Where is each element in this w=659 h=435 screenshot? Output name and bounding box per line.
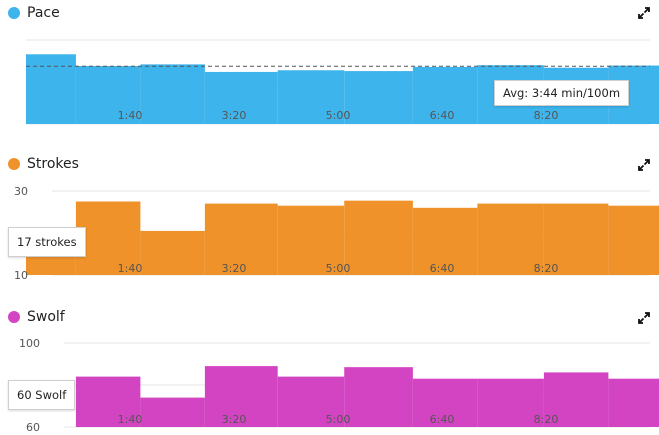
swolf-x-tick-label: 8:20 [534,413,559,426]
strokes-legend-dot [8,158,20,170]
swolf-bar-1 [75,376,141,427]
strokes-x-tick-label: 8:20 [534,262,559,275]
pace-panel: Pace 1:40 3:20 5:00 6:40 8:20 Avg: 3:44 min/… [0,0,659,135]
pace-x-tick-label: 6:40 [430,109,455,122]
pace-average-callout: Avg: 3:44 min/100m [494,80,630,106]
swolf-bar-8 [543,372,609,427]
strokes-x-tick-label: 3:20 [222,262,247,275]
swolf-bar-5 [344,367,413,427]
swolf-bar-4 [277,376,345,427]
pace-bar-4 [277,70,345,124]
swolf-y-tick-label: 100 [19,337,40,350]
pace-legend-dot [8,7,20,19]
strokes-chart: 1:40 3:20 5:00 6:40 8:20 10 30 [14,185,659,282]
pace-title: Pace [27,5,60,21]
pace-x-tick-label: 3:20 [222,109,247,122]
pace-bar-5 [344,71,413,124]
strokes-title-row: Strokes [0,156,79,172]
swolf-x-tick-label: 3:20 [222,413,247,426]
swolf-bar-6 [412,378,478,427]
swolf-x-tick-label: 1:40 [118,413,143,426]
strokes-bar-9 [608,205,659,275]
swolf-bar-7 [477,378,544,427]
swolf-callout: 60 Swolf [8,380,76,410]
pace-chart: 1:40 3:20 5:00 6:40 8:20 [26,39,659,125]
strokes-bar-4 [277,205,345,275]
swolf-bar-3 [204,366,278,427]
swolf-y-tick-label: 60 [26,421,40,434]
strokes-bar-6 [412,207,478,275]
pace-bar-3 [204,71,278,124]
strokes-x-tick-label: 5:00 [326,262,351,275]
strokes-bar-5 [344,200,413,275]
strokes-bar-7 [477,203,544,275]
swolf-x-tick-label: 6:40 [430,413,455,426]
expand-icon[interactable] [637,158,651,172]
strokes-bar-1 [75,201,141,275]
strokes-bar-8 [543,203,609,275]
strokes-panel: Strokes 1:40 3:20 5:00 6:40 8:20 10 30 17 stro… [0,156,659,282]
pace-x-tick-label: 1:40 [118,109,143,122]
strokes-bar-3 [204,203,278,275]
swolf-bar-2 [140,397,205,427]
swolf-legend-dot [8,311,20,323]
expand-icon[interactable] [637,311,651,325]
pace-bar-2 [140,64,205,124]
pace-bar-6 [412,66,478,124]
pace-bar-1 [75,66,141,124]
swolf-bar-9 [608,378,659,427]
pace-x-tick-label: 8:20 [534,109,559,122]
strokes-title: Strokes [27,156,79,172]
strokes-bar-2 [140,230,205,275]
pace-title-row: Pace [0,5,60,21]
strokes-x-tick-label: 6:40 [430,262,455,275]
swolf-title: Swolf [27,309,65,325]
swolf-x-tick-label: 5:00 [326,413,351,426]
strokes-x-tick-label: 1:40 [118,262,143,275]
strokes-y-tick-label: 10 [14,269,28,282]
strokes-callout: 17 strokes [8,227,86,257]
expand-icon[interactable] [637,6,651,20]
strokes-y-tick-label: 30 [14,185,28,198]
pace-x-tick-label: 5:00 [326,109,351,122]
swolf-title-row: Swolf [0,309,65,325]
